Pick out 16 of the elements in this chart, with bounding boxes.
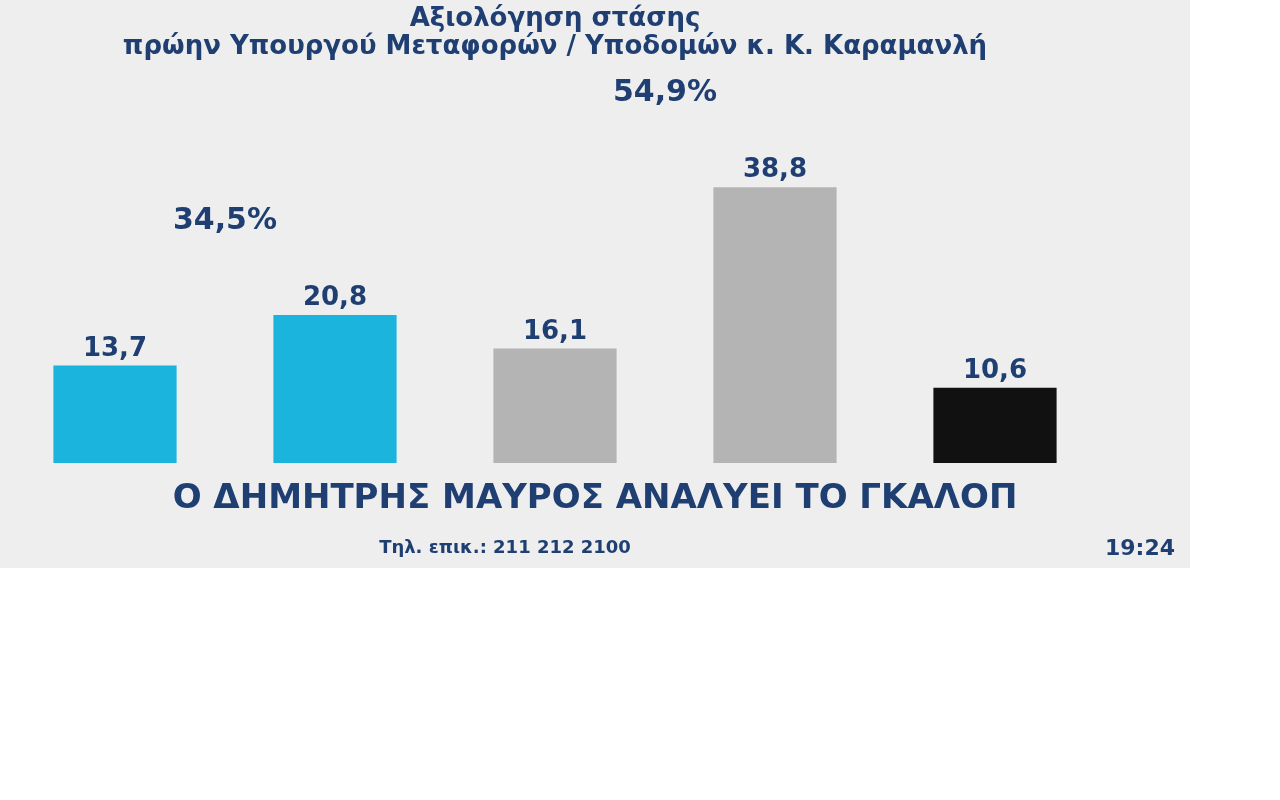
text: 19:24 bbox=[1104, 535, 1175, 560]
text: 54,9% bbox=[612, 73, 718, 109]
bar bbox=[273, 315, 397, 463]
bar bbox=[933, 387, 1057, 463]
text: Αξιολόγηση στάσης bbox=[409, 2, 701, 32]
data-label: 10,6 bbox=[962, 353, 1028, 384]
bar bbox=[493, 348, 617, 463]
bar bbox=[53, 365, 177, 463]
data-label: 16,1 bbox=[522, 314, 588, 345]
data-label: 20,8 bbox=[302, 281, 368, 312]
annotation: 34,5% bbox=[172, 201, 278, 237]
text: Ο ΔΗΜΗΤΡΗΣ ΜΑΥΡΟΣ ΑΝΑΛΥΕΙ ΤΟ ΓΚΑΛΟΠ bbox=[172, 476, 1018, 516]
data-label: 38,8 bbox=[742, 153, 808, 184]
bar bbox=[713, 187, 837, 463]
data-label: 13,7 bbox=[82, 331, 148, 362]
text: Τηλ. επικ.: 211 212 2100 bbox=[379, 536, 631, 557]
